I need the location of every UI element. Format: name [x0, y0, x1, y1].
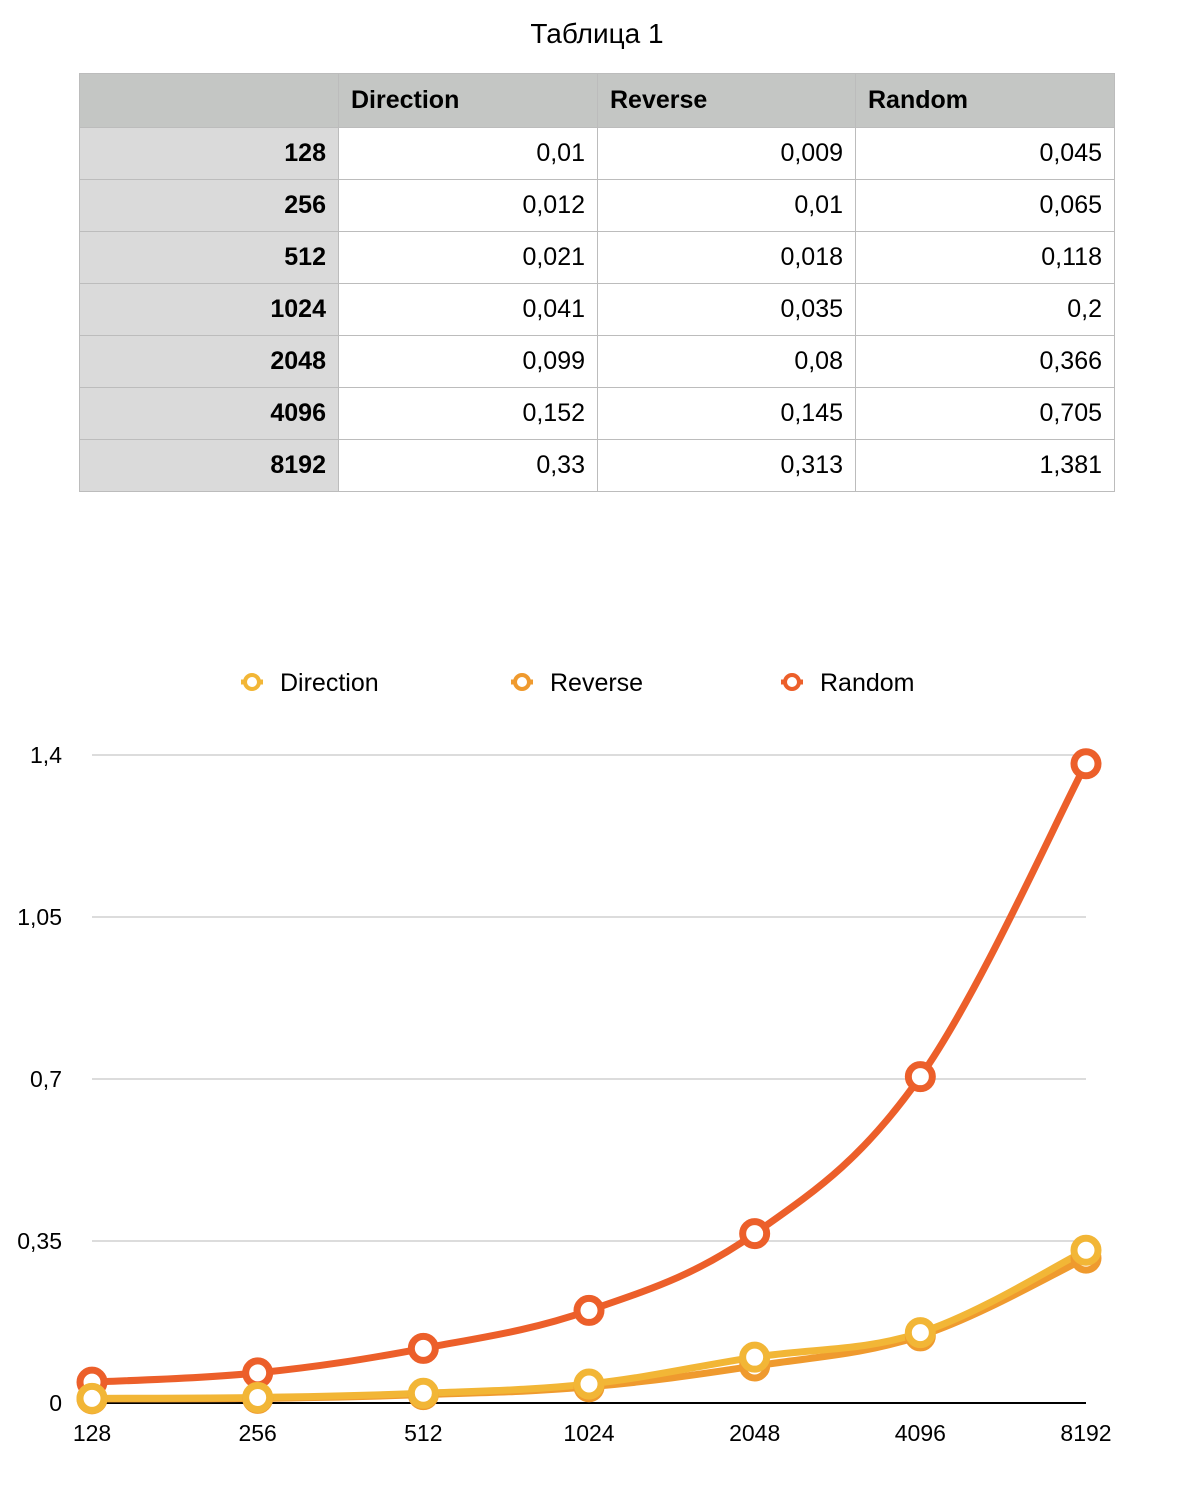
legend-item-reverse: Reverse: [511, 669, 643, 697]
header-direction: Direction: [338, 73, 598, 128]
data-point-direction: [904, 1317, 936, 1349]
table-row: 512 0,021 0,018 0,118: [79, 231, 1115, 284]
y-tick-label: 1,05: [17, 904, 62, 930]
data-point-direction: [739, 1341, 771, 1373]
y-tick-label: 0: [49, 1390, 62, 1416]
y-tick-label: 1,4: [30, 742, 62, 768]
y-tick-label: 0,35: [17, 1228, 62, 1254]
table-header-row: Direction Reverse Random: [79, 73, 1115, 128]
x-tick-label: 256: [238, 1420, 276, 1446]
row-label-cell: 8192: [79, 439, 339, 492]
data-point-random: [1070, 748, 1102, 780]
table-row: 4096 0,152 0,145 0,705: [79, 387, 1115, 440]
value-cell: 0,08: [597, 335, 856, 388]
row-label-cell: 512: [79, 231, 339, 284]
data-point-random: [739, 1218, 771, 1250]
value-cell: 0,045: [855, 127, 1115, 180]
line-chart: 0 0,35 0,7 1,05 1,4 128 256 512 1024 2048 4096 8192…: [17, 669, 1111, 1446]
data-point-direction: [76, 1382, 108, 1414]
x-tick-label: 8192: [1060, 1420, 1111, 1446]
table-row: 8192 0,33 0,313 1,381: [79, 439, 1115, 492]
table-title: Таблица 1: [530, 18, 664, 49]
x-tick-label: 128: [73, 1420, 111, 1446]
data-table: Direction Reverse Random 128 0,01 0,009 0,0…: [79, 73, 1115, 492]
data-point-direction: [1070, 1234, 1102, 1266]
y-tick-label: 0,7: [30, 1066, 62, 1092]
value-cell: 0,118: [855, 231, 1115, 284]
value-cell: 0,035: [597, 283, 856, 336]
header-corner-cell: [79, 73, 339, 128]
value-cell: 0,705: [855, 387, 1115, 440]
data-point-random: [573, 1294, 605, 1326]
value-cell: 1,381: [855, 439, 1115, 492]
value-cell: 0,2: [855, 283, 1115, 336]
value-cell: 0,099: [338, 335, 598, 388]
value-cell: 0,021: [338, 231, 598, 284]
series-line-random: [88, 760, 1090, 1386]
legend-item-direction: Direction: [241, 669, 379, 697]
row-label-cell: 4096: [79, 387, 339, 440]
row-label-cell: 1024: [79, 283, 339, 336]
row-label-cell: 256: [79, 179, 339, 232]
x-tick-label: 1024: [563, 1420, 614, 1446]
table-row: 1024 0,041 0,035 0,2: [79, 283, 1115, 336]
value-cell: 0,041: [338, 283, 598, 336]
value-cell: 0,01: [597, 179, 856, 232]
value-cell: 0,313: [597, 439, 856, 492]
value-cell: 0,33: [338, 439, 598, 492]
header-random: Random: [855, 73, 1115, 128]
legend-marker: [513, 673, 531, 691]
value-cell: 0,009: [597, 127, 856, 180]
data-point-direction: [407, 1377, 439, 1409]
legend-marker: [243, 673, 261, 691]
data-point-random: [407, 1332, 439, 1364]
value-cell: 0,152: [338, 387, 598, 440]
table-row: 2048 0,099 0,08 0,366: [79, 335, 1115, 388]
value-cell: 0,018: [597, 231, 856, 284]
x-tick-label: 2048: [729, 1420, 780, 1446]
table-row: 128 0,01 0,009 0,045: [79, 127, 1115, 180]
legend-label: Random: [820, 669, 915, 697]
legend-marker: [783, 673, 801, 691]
x-tick-label: 4096: [895, 1420, 946, 1446]
data-point-direction: [242, 1381, 274, 1413]
table-row: 256 0,012 0,01 0,065: [79, 179, 1115, 232]
value-cell: 0,065: [855, 179, 1115, 232]
value-cell: 0,366: [855, 335, 1115, 388]
legend-label: Direction: [280, 669, 379, 697]
legend-label: Reverse: [550, 669, 643, 697]
value-cell: 0,01: [338, 127, 598, 180]
header-reverse: Reverse: [597, 73, 856, 128]
data-point-random: [904, 1061, 936, 1093]
data-point-direction: [573, 1368, 605, 1400]
row-label-cell: 2048: [79, 335, 339, 388]
data-point-random: [242, 1357, 274, 1389]
legend-item-random: Random: [781, 669, 915, 697]
value-cell: 0,012: [338, 179, 598, 232]
x-tick-label: 512: [404, 1420, 442, 1446]
value-cell: 0,145: [597, 387, 856, 440]
row-label-cell: 128: [79, 127, 339, 180]
